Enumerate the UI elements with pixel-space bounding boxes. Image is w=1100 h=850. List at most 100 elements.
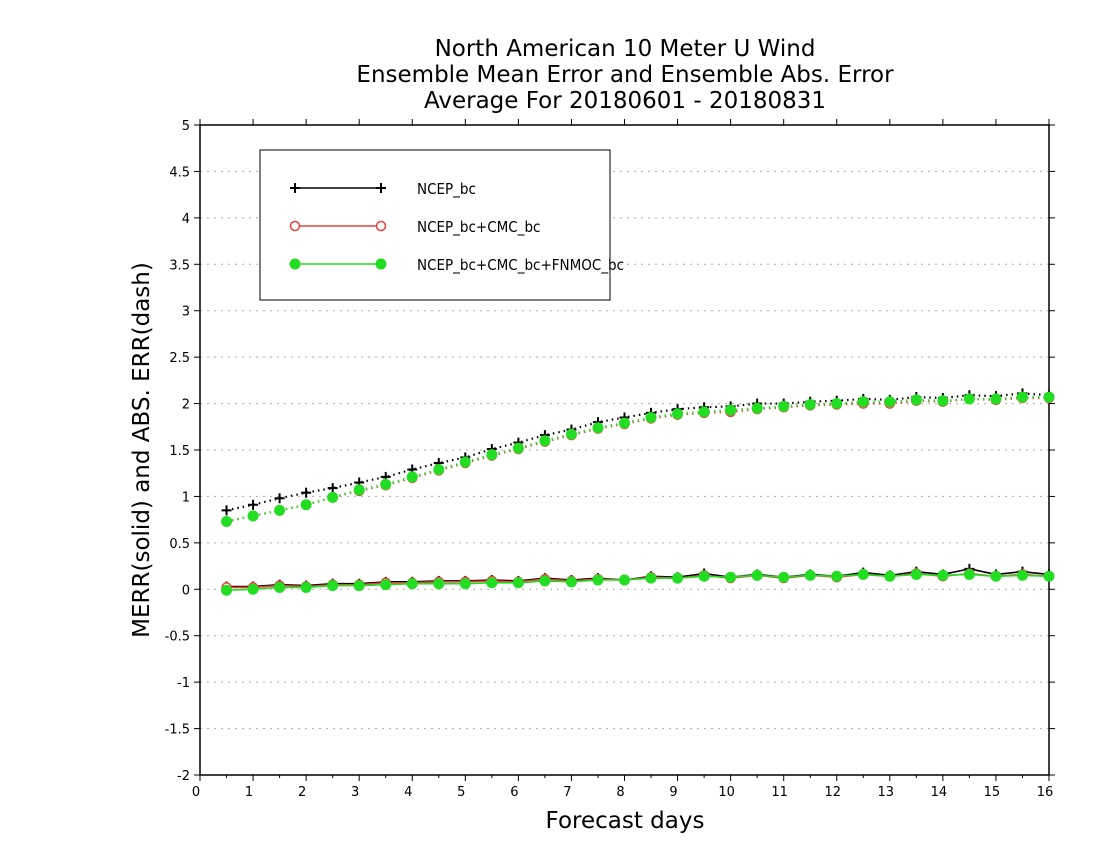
legend: NCEP_bc NCEP_bc+CMC_bc NCEP_bc+CMC_bc+FNMO…: [259, 149, 624, 301]
data-point: [884, 396, 896, 408]
legend-marker: [289, 258, 301, 270]
data-point: [592, 574, 604, 586]
y-axis-label: MERR(solid) and ABS. ERR(dash): [129, 262, 155, 638]
data-point: [831, 570, 843, 582]
x-tick-label: 2: [298, 785, 306, 800]
data-point: [963, 568, 975, 580]
data-point: [301, 487, 312, 498]
y-tick-label: 0: [182, 583, 190, 598]
data-point: [910, 568, 922, 580]
data-point: [221, 584, 233, 596]
data-point: [406, 578, 418, 590]
chart-title: North American 10 Meter U Wind Ensemble …: [0, 36, 1100, 114]
data-point: [778, 400, 790, 412]
x-tick-label: 6: [510, 785, 518, 800]
x-tick-label: 10: [718, 785, 735, 800]
x-tick-label: 3: [351, 785, 359, 800]
data-point: [274, 504, 286, 516]
data-point: [778, 571, 790, 583]
data-point: [327, 580, 339, 592]
data-point: [539, 575, 551, 587]
x-axis-label: Forecast days: [545, 808, 705, 834]
data-point: [459, 456, 471, 468]
data-point: [406, 471, 418, 483]
data-point: [300, 499, 312, 511]
title-line-2: Ensemble Mean Error and Ensemble Abs. Er…: [356, 62, 894, 88]
title-line-3: Average For 20180601 - 20180831: [423, 88, 827, 114]
x-tick-label: 5: [457, 785, 465, 800]
data-point: [433, 578, 445, 590]
data-point: [565, 576, 577, 588]
data-point: [353, 580, 365, 592]
data-point: [221, 505, 232, 516]
data-point: [327, 491, 339, 503]
x-tick-label: 9: [669, 785, 677, 800]
data-point: [831, 398, 843, 410]
x-tick-label: 14: [931, 785, 948, 800]
data-point: [884, 570, 896, 582]
data-point: [274, 493, 285, 504]
y-tick-label: 1.5: [169, 444, 190, 459]
y-tick-label: -2: [177, 769, 190, 784]
data-point: [486, 449, 498, 461]
x-tick-label: 7: [563, 785, 571, 800]
data-point: [804, 399, 816, 410]
y-tick-label: -1.5: [165, 723, 190, 738]
gridlines: [200, 170, 1049, 730]
legend-marker: [376, 183, 386, 193]
y-tick-label: 2: [182, 398, 190, 413]
data-point: [725, 404, 737, 416]
data-point: [539, 435, 551, 447]
data-point: [751, 402, 763, 414]
data-point: [380, 478, 392, 490]
data-point: [486, 577, 498, 589]
data-point: [247, 510, 259, 522]
x-tick-label: 16: [1037, 785, 1054, 800]
data-point: [937, 569, 949, 581]
data-point: [857, 396, 869, 408]
data-point: [1016, 569, 1028, 581]
data-point: [300, 581, 312, 593]
y-tick-label: 0.5: [169, 537, 190, 552]
data-point: [592, 422, 604, 434]
data-point: [565, 428, 577, 440]
y-tick-label: 3.5: [169, 258, 190, 273]
data-point: [327, 483, 338, 494]
data-point: [459, 578, 471, 590]
data-point: [698, 406, 710, 418]
data-point: [963, 393, 975, 405]
data-point: [619, 417, 630, 429]
data-point: [645, 412, 657, 423]
y-tick-label: 4: [182, 212, 190, 227]
x-tick-label: 0: [192, 785, 200, 800]
y-tick-label: 5: [182, 119, 190, 134]
x-tick-label: 8: [616, 785, 624, 800]
series-1-merr: [221, 563, 1054, 592]
y-tick-label: 1: [182, 490, 190, 505]
data-point: [1016, 391, 1028, 403]
y-tick-label: -0.5: [165, 630, 190, 645]
data-point: [725, 571, 737, 583]
series-line: [226, 395, 1049, 523]
legend-label: NCEP_bc+CMC_bc: [417, 218, 540, 237]
series-3-abserr: [221, 391, 1055, 527]
data-point: [353, 484, 365, 496]
data-point: [619, 574, 630, 586]
y-tick-label: 3: [182, 305, 190, 320]
data-point: [248, 499, 259, 510]
data-point: [910, 394, 922, 406]
y-tick-label: -1: [177, 676, 190, 691]
data-point: [274, 581, 286, 593]
data-point: [247, 583, 259, 595]
y-tick-label: 4.5: [169, 165, 190, 180]
data-point: [221, 516, 233, 527]
data-point: [857, 568, 869, 580]
data-point: [804, 569, 816, 581]
data-point: [990, 570, 1002, 582]
legend-marker: [375, 258, 387, 270]
x-tick-label: 11: [771, 785, 788, 800]
legend-label: NCEP_bc: [417, 180, 476, 199]
data-point: [1043, 391, 1055, 403]
legend-marker: [290, 183, 300, 193]
